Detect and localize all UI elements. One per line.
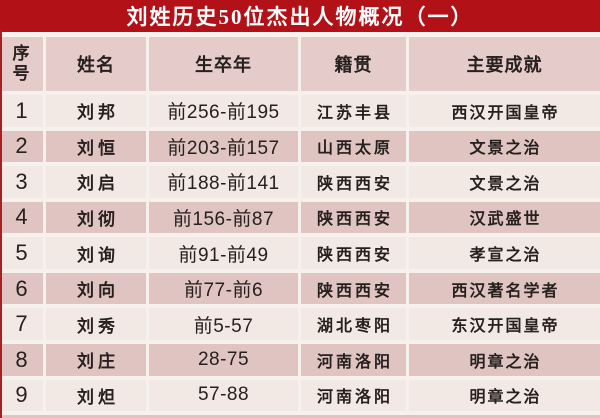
cell-origin: 江苏丰县: [301, 95, 406, 127]
table-row: 9 刘炟 57-88 河南洛阳 明章之治: [0, 379, 600, 412]
left-edge-accent: [0, 30, 2, 418]
cell-years: 前77-前6: [149, 272, 298, 305]
header-achievement: 主要成就: [409, 37, 600, 91]
cell-name: 刘彻: [46, 201, 146, 234]
table-row: 2 刘恒 前203-前157 山西太原 文景之治: [0, 130, 600, 163]
cell-years: 57-88: [149, 379, 298, 412]
table-row: 3 刘启 前188-前141 陕西西安 文景之治: [0, 166, 600, 198]
cell-achievement: 西汉开国皇帝: [409, 95, 600, 127]
cell-index: 4: [0, 201, 43, 234]
cell-achievement: 明章之治: [409, 343, 600, 376]
cell-index: 9: [0, 379, 43, 412]
cell-origin: 陕西西安: [301, 201, 406, 234]
cell-origin: 河南洛阳: [301, 343, 406, 376]
cell-years: 前256-前195: [149, 95, 298, 127]
cell-index: 8: [0, 343, 43, 376]
cell-index: 3: [0, 166, 43, 198]
cell-name: 刘启: [46, 166, 146, 198]
header-years: 生卒年: [149, 37, 298, 91]
cell-achievement: 西汉著名学者: [409, 272, 600, 305]
cell-origin: 山西太原: [301, 130, 406, 163]
cell-index: 5: [0, 237, 43, 269]
title-banner: 刘姓历史50位杰出人物概况（一）: [0, 0, 600, 32]
cell-index: 2: [0, 130, 43, 163]
cell-index: 6: [0, 272, 43, 305]
cell-years: 前203-前157: [149, 130, 298, 163]
table-row: 6 刘向 前77-前6 陕西西安 西汉著名学者: [0, 272, 600, 305]
table-row: 4 刘彻 前156-前87 陕西西安 汉武盛世: [0, 201, 600, 234]
cell-achievement: 文景之治: [409, 166, 600, 198]
cell-name: 刘询: [46, 237, 146, 269]
table-row: 5 刘询 前91-前49 陕西西安 孝宣之治: [0, 237, 600, 269]
header-name: 姓名: [46, 37, 146, 91]
next-row-peek: [0, 415, 600, 418]
cell-name: 刘恒: [46, 130, 146, 163]
header-origin: 籍贯: [301, 37, 406, 91]
table-row: 1 刘邦 前256-前195 江苏丰县 西汉开国皇帝: [0, 95, 600, 127]
cell-years: 前156-前87: [149, 201, 298, 234]
cell-name: 刘邦: [46, 95, 146, 127]
cell-achievement: 文景之治: [409, 130, 600, 163]
table-header-row: 序号 姓名 生卒年 籍贯 主要成就: [0, 37, 600, 91]
cell-index: 7: [0, 308, 43, 340]
cell-achievement: 明章之治: [409, 379, 600, 412]
cell-name: 刘庄: [46, 343, 146, 376]
cell-origin: 河南洛阳: [301, 379, 406, 412]
cell-name: 刘向: [46, 272, 146, 305]
cell-origin: 湖北枣阳: [301, 308, 406, 340]
cell-name: 刘炟: [46, 379, 146, 412]
table-row: 7 刘秀 前5-57 湖北枣阳 东汉开国皇帝: [0, 308, 600, 340]
cell-years: 前91-前49: [149, 237, 298, 269]
cell-name: 刘秀: [46, 308, 146, 340]
table-row: 8 刘庄 28-75 河南洛阳 明章之治: [0, 343, 600, 376]
cell-origin: 陕西西安: [301, 166, 406, 198]
cell-origin: 陕西西安: [301, 237, 406, 269]
cell-achievement: 汉武盛世: [409, 201, 600, 234]
cell-years: 28-75: [149, 343, 298, 376]
cell-origin: 陕西西安: [301, 272, 406, 305]
cell-achievement: 孝宣之治: [409, 237, 600, 269]
cell-achievement: 东汉开国皇帝: [409, 308, 600, 340]
cell-years: 前5-57: [149, 308, 298, 340]
cell-years: 前188-前141: [149, 166, 298, 198]
cell-index: 1: [0, 95, 43, 127]
page-title: 刘姓历史50位杰出人物概况（一）: [126, 5, 474, 29]
header-index: 序号: [0, 37, 43, 91]
